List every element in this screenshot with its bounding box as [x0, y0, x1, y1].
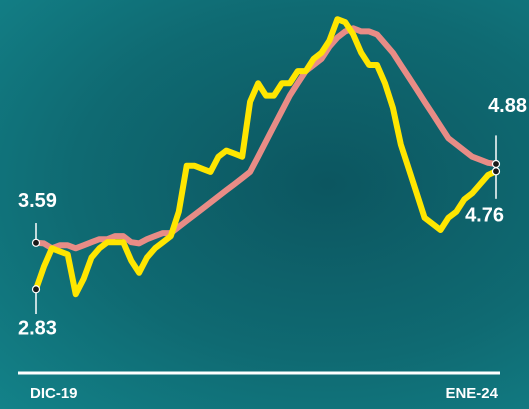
pink-start-marker [31, 238, 41, 247]
yellow-end-marker [491, 167, 501, 176]
pink-end-marker [491, 159, 501, 169]
yellow-end-label: 4.76 [465, 204, 504, 226]
value-callouts: 2.83 3.59 4.76 4.88 [18, 95, 527, 339]
series-line-yellow [33, 16, 499, 298]
x-tick-label-end: ENE-24 [445, 385, 498, 402]
pink-start-label: 3.59 [18, 190, 57, 212]
pink-end-label: 4.88 [488, 95, 527, 117]
yellow-start-marker [31, 285, 41, 294]
yellow-start-label: 2.83 [18, 317, 57, 339]
x-tick-label-start: DIC-19 [30, 385, 78, 402]
series-line-pink [33, 25, 499, 252]
